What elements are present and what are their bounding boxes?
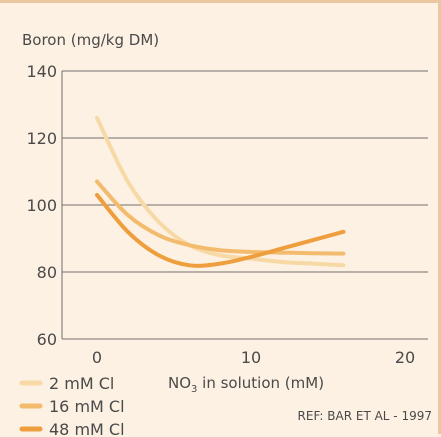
tick-labels: 60 80 100 120 140 0 10 20 (26, 62, 415, 367)
y-tick-label-80: 80 (37, 263, 57, 282)
series-line-3 (95, 192, 346, 268)
x-tick-label-20: 20 (395, 348, 415, 367)
legend-label-1: 2 mM Cl (49, 374, 114, 393)
series-lines (95, 115, 346, 268)
y-tick-label-120: 120 (26, 129, 57, 148)
x-axis-label-subscript: 3 (191, 384, 197, 395)
y-tick-label-140: 140 (26, 62, 57, 81)
grid-lines (62, 70, 428, 340)
boron-line-chart: Boron (mg/kg DM) 60 80 100 120 140 0 10 20 NO3 … (19, 31, 432, 437)
series-line-2 (95, 179, 346, 256)
x-tick-label-10: 10 (241, 348, 261, 367)
x-axis-label-rest: in solution (mM) (197, 374, 324, 392)
y-tick-label-100: 100 (26, 196, 57, 215)
x-axis-label: NO3 in solution (mM) (168, 374, 324, 395)
y-tick-label-60: 60 (37, 330, 57, 349)
series-line-1 (95, 115, 346, 268)
legend-label-3: 48 mM Cl (49, 420, 125, 437)
x-tick-label-0: 0 (92, 348, 102, 367)
y-axis-label: Boron (mg/kg DM) (22, 31, 159, 49)
legend: 2 mM Cl 16 mM Cl 48 mM Cl (19, 374, 125, 437)
reference-note: REF: BAR ET AL - 1997 (298, 409, 432, 423)
x-axis-label-main: NO (168, 374, 191, 392)
legend-label-2: 16 mM Cl (49, 397, 125, 416)
